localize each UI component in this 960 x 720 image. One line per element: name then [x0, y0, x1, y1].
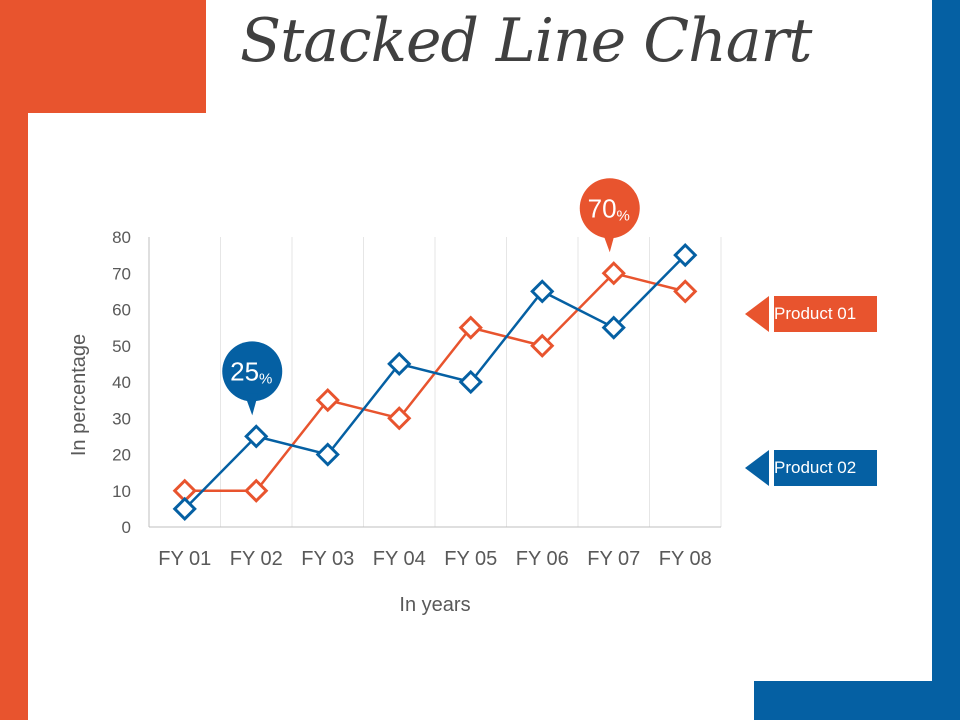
series-2-point [601, 315, 626, 340]
legend-item-product-01: Product 01 [745, 296, 877, 332]
series-2-point [387, 351, 412, 376]
x-tick-label: FY 03 [301, 548, 354, 570]
y-tick-label: 50 [112, 337, 131, 356]
series-2-point [315, 442, 340, 467]
x-tick-label: FY 07 [587, 548, 640, 570]
callout-value: 70% [588, 193, 630, 224]
y-tick-label: 30 [112, 409, 131, 428]
left-arrow-icon [745, 450, 769, 486]
series-1-point [530, 333, 555, 358]
legend-label-product-02: Product 02 [774, 458, 857, 477]
series-2-point [244, 424, 269, 449]
series-2-point [673, 243, 698, 268]
y-tick-label: 20 [112, 446, 131, 465]
decor-blue-right-bar [932, 0, 960, 720]
series-1-point [458, 315, 483, 340]
y-axis-title: In percentage [68, 334, 90, 456]
x-axis-title: In years [399, 594, 470, 616]
callout-bubble: 70% [579, 178, 640, 253]
series-2-point [172, 496, 197, 521]
legend-item-product-02: Product 02 [745, 450, 877, 486]
x-tick-label: FY 01 [158, 548, 211, 570]
series-1-point [601, 261, 626, 286]
series-1-point [244, 478, 269, 503]
callout-value: 25% [230, 356, 272, 387]
x-tick-label: FY 02 [230, 548, 283, 570]
page-title: Stacked Line Chart [240, 6, 812, 76]
series-2-point [530, 279, 555, 304]
x-tick-label: FY 04 [373, 548, 426, 570]
y-tick-label: 60 [112, 301, 131, 320]
decor-blue-bottom-block [754, 681, 960, 720]
y-tick-label: 10 [112, 482, 131, 501]
series-2-point [458, 369, 483, 395]
y-tick-label: 70 [112, 264, 131, 283]
decor-orange-left-bar [0, 0, 28, 720]
legend-label-product-01: Product 01 [774, 304, 857, 323]
series-1-point [673, 279, 698, 304]
x-tick-label: FY 06 [516, 548, 569, 570]
series-1-point [387, 406, 412, 431]
y-tick-label: 40 [112, 373, 131, 392]
callout-bubble: 25% [222, 341, 283, 416]
decor-orange-top-block [0, 0, 206, 113]
left-arrow-icon [745, 296, 769, 332]
y-tick-label: 80 [112, 228, 131, 247]
series-line-2 [183, 254, 687, 510]
x-tick-label: FY 05 [444, 548, 497, 570]
y-tick-label: 0 [122, 518, 131, 537]
series-1-point [315, 388, 340, 413]
x-tick-label: FY 08 [659, 548, 712, 570]
